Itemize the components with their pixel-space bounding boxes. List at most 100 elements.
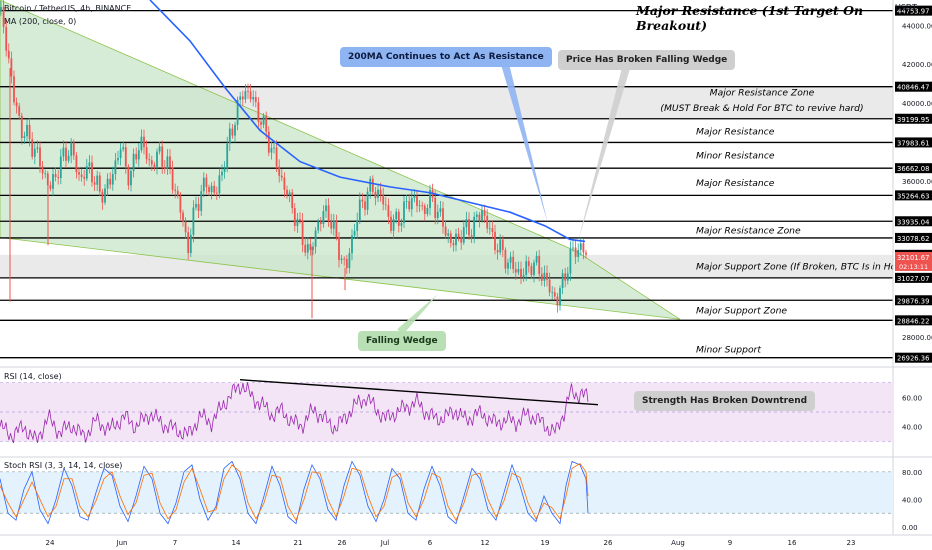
rsi-breakout-callout: Strength Has Broken Downtrend bbox=[634, 391, 816, 411]
candle-body-37 bbox=[96, 175, 99, 185]
candle-body-173 bbox=[449, 233, 452, 244]
level-label-0: Major Resistance Zone bbox=[710, 87, 815, 98]
candle-body-128 bbox=[332, 221, 335, 229]
price-label-bg-5 bbox=[895, 190, 932, 201]
candle-body-135 bbox=[351, 235, 353, 254]
candle-body-6 bbox=[15, 102, 18, 107]
candle-body-58 bbox=[150, 160, 153, 165]
stoch-band bbox=[0, 471, 893, 514]
candle-body-187 bbox=[486, 215, 489, 229]
candle-body-116 bbox=[301, 220, 304, 245]
candle-body-171 bbox=[444, 226, 447, 236]
candle-body-114 bbox=[296, 219, 299, 226]
candle-body-119 bbox=[309, 244, 312, 250]
candle-body-35 bbox=[91, 162, 93, 183]
time-tick-0: 24 bbox=[46, 539, 55, 547]
candle-body-56 bbox=[145, 147, 148, 160]
price-tick-2: 40000.00 bbox=[902, 100, 932, 108]
candle-body-5 bbox=[13, 76, 15, 103]
candle-body-125 bbox=[325, 205, 327, 212]
candle-body-32 bbox=[83, 176, 86, 179]
rsi-line bbox=[0, 382, 589, 444]
candle-body-160 bbox=[416, 196, 418, 206]
candle-body-149 bbox=[387, 205, 390, 217]
candle-body-4 bbox=[10, 58, 13, 77]
candle-body-20 bbox=[52, 174, 54, 189]
stoch-rsi-pane: 80.00 40.00 0.00 bbox=[0, 460, 922, 532]
candle-body-163 bbox=[423, 205, 426, 214]
time-tick-8: 12 bbox=[481, 539, 490, 547]
candle-body-118 bbox=[306, 244, 309, 253]
candle-body-9 bbox=[23, 136, 26, 139]
candle-body-54 bbox=[140, 136, 143, 151]
candle-body-79 bbox=[205, 177, 208, 188]
candle-body-34 bbox=[88, 162, 91, 167]
candle-body-122 bbox=[317, 221, 320, 231]
price-label-bg-7 bbox=[895, 232, 932, 243]
candle-body-124 bbox=[322, 211, 325, 225]
rsi-pane: 60.00 40.00 bbox=[0, 379, 922, 444]
candle-body-191 bbox=[496, 250, 499, 253]
currency-label: USDT bbox=[895, 3, 917, 12]
candle-body-52 bbox=[135, 153, 138, 160]
candle-body-221 bbox=[574, 247, 577, 257]
candle-body-142 bbox=[369, 178, 372, 192]
candle-body-69 bbox=[179, 195, 182, 213]
candle-body-180 bbox=[468, 219, 470, 236]
candle-body-106 bbox=[275, 147, 278, 167]
price-tick-0: 44000.00 bbox=[902, 22, 932, 30]
candle-body-62 bbox=[161, 146, 164, 167]
candle-body-49 bbox=[127, 166, 130, 186]
candle-body-23 bbox=[59, 156, 62, 179]
candle-body-67 bbox=[174, 189, 177, 191]
price-label-bg-6 bbox=[895, 216, 932, 227]
candle-body-90 bbox=[234, 124, 236, 136]
candle-body-30 bbox=[78, 172, 80, 175]
candle-body-155 bbox=[403, 201, 405, 223]
candle-body-99 bbox=[257, 101, 260, 122]
candle-body-14 bbox=[36, 147, 39, 149]
candle-body-158 bbox=[410, 197, 413, 210]
rsi-tick-0: 60.00 bbox=[902, 394, 922, 402]
candle-body-169 bbox=[439, 208, 442, 212]
candle-body-80 bbox=[208, 187, 210, 193]
candle-body-55 bbox=[143, 136, 145, 148]
stoch-tick-1: 40.00 bbox=[902, 496, 922, 504]
candle-body-24 bbox=[62, 147, 65, 157]
candle-body-144 bbox=[374, 191, 377, 199]
candle-body-93 bbox=[241, 96, 244, 100]
candle-body-43 bbox=[111, 173, 114, 185]
symbol-title: Bitcoin / TetherUS, 4h, BINANCE bbox=[4, 4, 132, 13]
candle-body-172 bbox=[447, 233, 450, 236]
candle-body-193 bbox=[501, 239, 504, 250]
stoch-rsi-indicator-label: Stoch RSI (3, 3, 14, 14, close) bbox=[4, 461, 123, 470]
candle-body-44 bbox=[114, 160, 117, 174]
candle-body-136 bbox=[353, 230, 356, 236]
candle-body-209 bbox=[543, 272, 546, 281]
candle-body-22 bbox=[57, 177, 60, 179]
candle-body-104 bbox=[270, 148, 273, 153]
time-axis: 24 Jun 7 14 21 26 Jul 6 12 19 26 Aug 9 16 23 bbox=[46, 539, 856, 547]
candle-body-177 bbox=[460, 236, 463, 243]
candle-body-159 bbox=[413, 196, 416, 198]
candle-body-40 bbox=[104, 188, 106, 203]
candle-body-112 bbox=[291, 192, 294, 209]
pane-separators bbox=[0, 366, 932, 536]
candle-body-25 bbox=[65, 147, 67, 161]
candle-body-19 bbox=[49, 185, 52, 189]
candle-body-197 bbox=[512, 256, 515, 270]
candle-body-113 bbox=[293, 208, 296, 226]
candle-body-161 bbox=[418, 205, 421, 207]
candle-body-183 bbox=[475, 214, 478, 217]
wedge-break-callout-arrow bbox=[578, 66, 630, 242]
candle-body-167 bbox=[434, 197, 437, 218]
candle-body-115 bbox=[299, 219, 301, 221]
time-tick-4: 21 bbox=[294, 539, 303, 547]
candle-body-207 bbox=[538, 255, 541, 275]
candle-body-214 bbox=[556, 296, 559, 306]
candle-body-16 bbox=[41, 166, 44, 174]
candle-body-18 bbox=[46, 173, 49, 186]
price-label-10: 31027.07 bbox=[897, 275, 929, 283]
price-label-1: 40846.47 bbox=[897, 84, 929, 92]
candle-body-147 bbox=[382, 195, 385, 205]
